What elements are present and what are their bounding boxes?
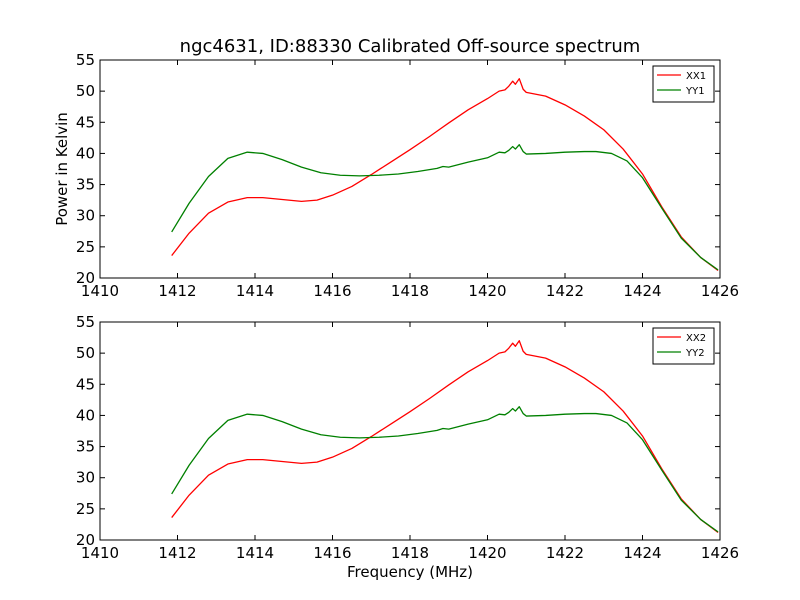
plot-area xyxy=(100,60,720,278)
x-tick-label: 1426 xyxy=(701,544,739,562)
y-tick-label: 35 xyxy=(76,176,95,194)
x-tick-label: 1422 xyxy=(546,282,584,300)
x-tick-label: 1426 xyxy=(701,282,739,300)
y-tick-label: 50 xyxy=(76,82,95,100)
panel-1: 1410 1412 1414 1416 1418 1420 1422 1424 1426 20 25… xyxy=(76,51,739,300)
plot-area xyxy=(100,322,720,540)
legend-box xyxy=(652,65,715,103)
legend-label-yy2: YY2 xyxy=(685,348,705,359)
y-axis-label: Power in Kelvin xyxy=(53,112,71,226)
x-tick-label: 1420 xyxy=(468,282,506,300)
series-line-yy2 xyxy=(171,406,719,533)
x-tick-label: 1418 xyxy=(391,544,429,562)
x-tick-label: 1418 xyxy=(391,282,429,300)
series-line-xx2 xyxy=(171,340,719,534)
x-tick-label: 1410 xyxy=(81,282,119,300)
y-tick-label: 50 xyxy=(76,344,95,362)
x-tick-label: 1412 xyxy=(158,282,196,300)
x-tick-label: 1414 xyxy=(236,282,274,300)
panels-group: 1410 1412 1414 1416 1418 1420 1422 1424 1426 20 25… xyxy=(76,51,739,562)
y-tick-label: 20 xyxy=(76,531,95,549)
legend-label-xx1: XX1 xyxy=(686,71,706,82)
y-tick-label: 40 xyxy=(76,406,95,424)
y-tick-label: 45 xyxy=(76,375,95,393)
y-tick-label: 25 xyxy=(76,500,95,518)
x-axis-label: Frequency (MHz) xyxy=(347,563,473,581)
legend-label-yy1: YY1 xyxy=(685,86,705,97)
series-line-yy1 xyxy=(171,144,719,271)
x-tick-label: 1412 xyxy=(158,544,196,562)
series-line-xx1 xyxy=(171,78,719,272)
y-tick-label: 25 xyxy=(76,238,95,256)
y-tick-label: 35 xyxy=(76,438,95,456)
x-tick-label: 1416 xyxy=(313,544,351,562)
x-tick-label: 1410 xyxy=(81,544,119,562)
x-tick-label: 1414 xyxy=(236,544,274,562)
panel-2: 1410 1412 1414 1416 1418 1420 1422 1424 1426 20 25… xyxy=(76,313,739,562)
y-tick-label: 40 xyxy=(76,144,95,162)
y-tick-label: 20 xyxy=(76,269,95,287)
y-tick-label: 30 xyxy=(76,469,95,487)
legend-box xyxy=(652,327,715,365)
y-tick-label: 45 xyxy=(76,113,95,131)
x-tick-label: 1416 xyxy=(313,282,351,300)
legend-label-xx2: XX2 xyxy=(686,333,706,344)
x-tick-label: 1422 xyxy=(546,544,584,562)
x-tick-label: 1420 xyxy=(468,544,506,562)
x-tick-label: 1424 xyxy=(623,544,661,562)
x-tick-label: 1424 xyxy=(623,282,661,300)
y-tick-label: 30 xyxy=(76,207,95,225)
y-tick-label: 55 xyxy=(76,51,95,69)
chart-title: ngc4631, ID:88330 Calibrated Off-source … xyxy=(180,36,641,57)
y-tick-label: 55 xyxy=(76,313,95,331)
